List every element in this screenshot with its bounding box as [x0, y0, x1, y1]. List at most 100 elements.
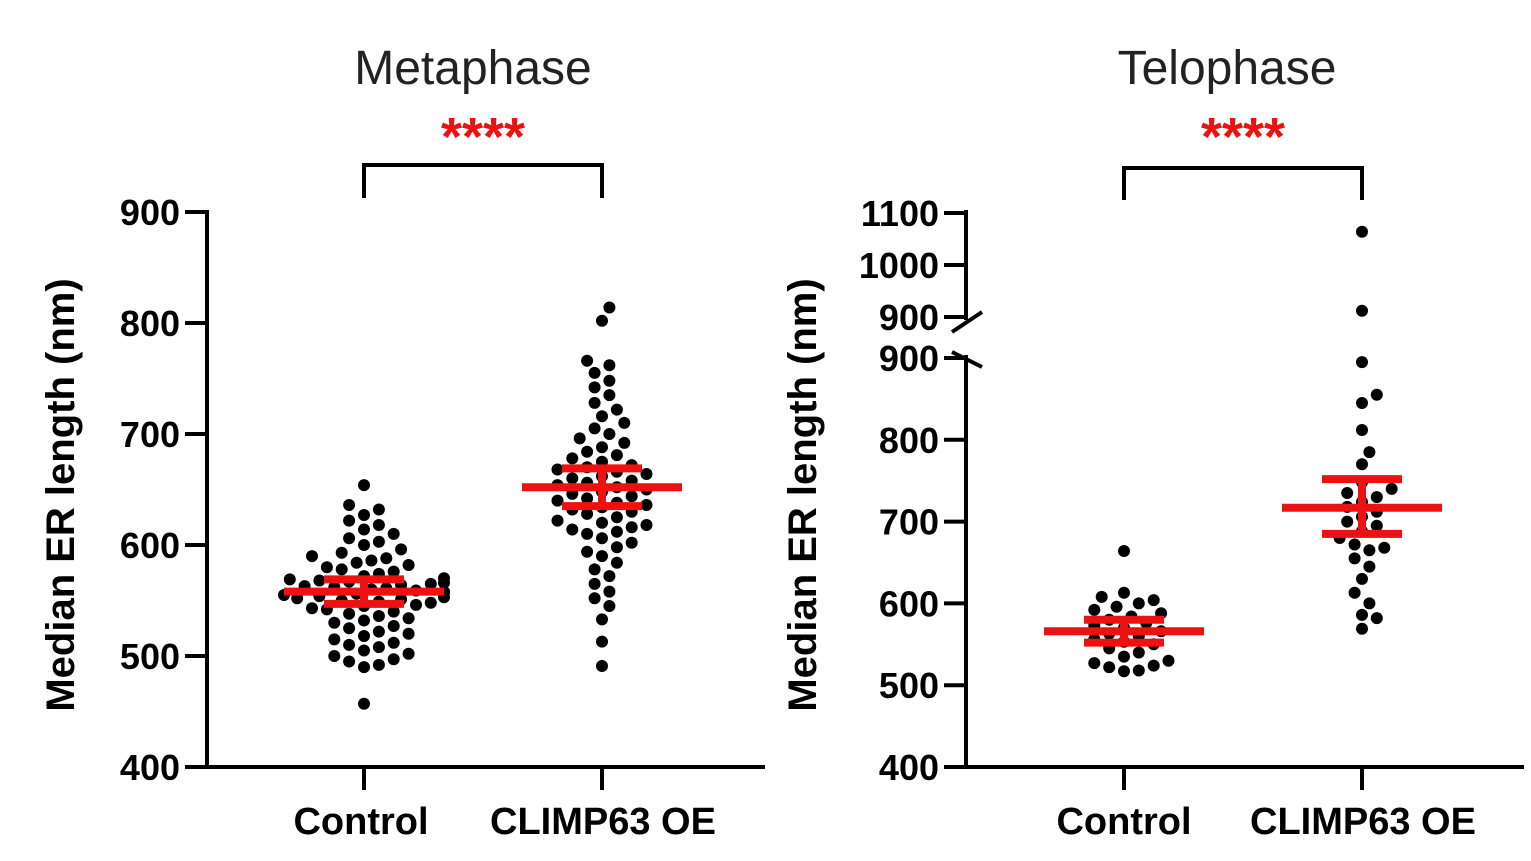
metaphase-climp63-point [596, 516, 608, 529]
telophase-climp63-point [1348, 538, 1361, 551]
metaphase-climp63-point [618, 416, 631, 429]
metaphase-control-point [358, 509, 370, 521]
metaphase-mean-sem [284, 464, 682, 608]
telophase-climp63-point [1356, 622, 1368, 635]
metaphase-climp63-point [625, 490, 638, 503]
telophase-control-point [1118, 650, 1130, 663]
metaphase-climp63-point [596, 314, 608, 327]
metaphase-control-point [328, 633, 341, 646]
metaphase-control-point [358, 539, 370, 551]
telophase-control-point [1110, 600, 1123, 613]
metaphase-control-point [358, 697, 370, 710]
metaphase-control-point [387, 636, 400, 649]
metaphase-climp63-point [640, 468, 653, 480]
y-tick-label-400: 400 [120, 747, 180, 788]
metaphase-climp63-point [640, 519, 653, 531]
telophase-climp63-point [1378, 541, 1391, 554]
telophase-climp63-point [1356, 424, 1368, 436]
metaphase-control-point [387, 605, 400, 618]
metaphase-control-point [343, 638, 356, 651]
metaphase-climp63-point [640, 499, 653, 511]
metaphase-climp63-point [603, 570, 616, 583]
metaphase-climp63-point [551, 463, 564, 476]
telophase-climp63-point [1348, 586, 1361, 599]
metaphase-control-point [372, 625, 385, 638]
telophase-title: Telophase [1118, 42, 1337, 95]
metaphase-control-point [335, 546, 348, 559]
metaphase-control-point [343, 622, 356, 635]
metaphase-control-point [387, 620, 400, 632]
metaphase-climp63-point [581, 527, 594, 540]
metaphase-climp63-point [581, 545, 594, 558]
metaphase-climp63-point [551, 514, 564, 527]
metaphase-climp63-point [618, 436, 631, 449]
metaphase-climp63-point [551, 494, 564, 507]
metaphase-climp63-point [596, 550, 608, 563]
metaphase-control-point [387, 565, 400, 578]
metaphase-control-point [372, 535, 385, 548]
telophase-control-point [1132, 597, 1145, 610]
telophase-climp63-point [1363, 597, 1376, 610]
metaphase-climp63-point [625, 536, 638, 549]
metaphase-climp63-point [603, 389, 616, 402]
metaphase-control-point [365, 554, 378, 567]
telophase-climp63-point [1356, 572, 1368, 585]
metaphase-control-point [372, 503, 385, 516]
metaphase-control-point [358, 479, 370, 492]
telophase-control-point [1132, 646, 1145, 659]
metaphase-control-point [358, 661, 370, 674]
metaphase-x-label-control: Control [293, 801, 428, 843]
metaphase-control-point [343, 514, 356, 527]
metaphase-control-point [335, 563, 348, 576]
metaphase-climp63-point [588, 577, 601, 590]
metaphase-control-point [343, 607, 356, 620]
telophase-climp63-point [1385, 482, 1398, 495]
telophase-control-point [1147, 594, 1160, 607]
metaphase-climp63-point [588, 366, 601, 379]
metaphase-climp63-point [566, 472, 579, 485]
telophase-climp63-point [1356, 397, 1368, 409]
telophase-climp63-point [1370, 612, 1383, 625]
metaphase-climp63-point [603, 374, 616, 387]
telophase-y-axis-label: Median ER length (nm) [781, 278, 825, 711]
y-tick-label-900: 900 [879, 297, 939, 338]
metaphase-climp63-point [573, 432, 586, 445]
telophase-climp63-point [1356, 304, 1368, 317]
metaphase-climp63-point [596, 532, 608, 545]
metaphase-control-point [410, 598, 422, 611]
telophase-climp63-point [1356, 608, 1368, 621]
metaphase-climp63-point [603, 359, 616, 372]
metaphase-climp63-point [566, 523, 579, 536]
telophase-points [1088, 225, 1398, 678]
telophase-control-point [1147, 659, 1160, 672]
telophase-climp63-point [1363, 446, 1376, 459]
metaphase-control-point [387, 653, 400, 666]
telophase-control-point [1162, 654, 1175, 667]
metaphase-control-point [372, 658, 385, 671]
telophase-control-point [1095, 590, 1108, 603]
telophase-control-point [1088, 657, 1101, 670]
metaphase-climp63-point [603, 301, 616, 314]
metaphase-climp63-point [610, 511, 623, 524]
metaphase-control-point [438, 572, 450, 585]
y-tick-label-900: 900 [120, 192, 180, 233]
telophase-axis-break-lower [951, 350, 983, 369]
y-tick-label-600: 600 [120, 525, 180, 566]
y-tick-label-900: 900 [879, 338, 939, 379]
telophase-control-point [1088, 603, 1101, 616]
metaphase-control-point [402, 647, 415, 660]
telophase-control-point [1103, 661, 1116, 674]
metaphase-control-point [372, 641, 385, 654]
metaphase-control-point [313, 574, 326, 587]
metaphase-control-point [343, 499, 356, 511]
telophase-climp63-point [1370, 491, 1383, 504]
y-tick-label-700: 700 [879, 502, 939, 543]
metaphase-climp63-point [603, 600, 616, 612]
metaphase-control-point [358, 523, 370, 536]
metaphase-climp63-point [596, 441, 608, 454]
metaphase-climp63-point [596, 660, 608, 672]
metaphase-control-point [372, 610, 385, 622]
metaphase-climp63-point [588, 381, 601, 394]
metaphase-control-point [320, 561, 333, 574]
